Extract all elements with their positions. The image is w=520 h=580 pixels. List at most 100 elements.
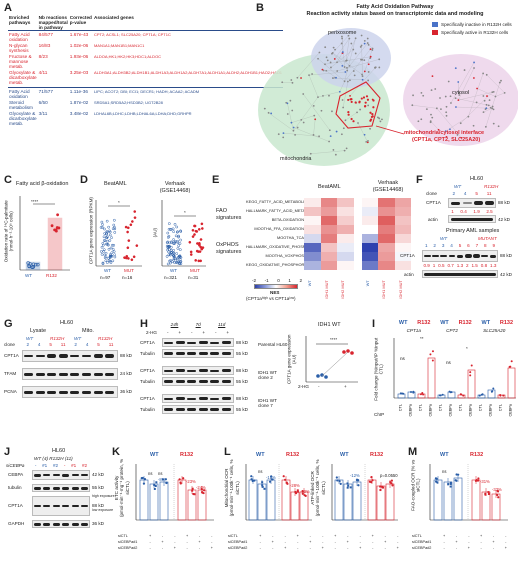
f-quant: 1 0.4 1.9 2.5: [448, 209, 496, 214]
expr-dot: [169, 259, 173, 262]
primary-quant-value: 0.5: [438, 263, 445, 268]
nes-tick: -2: [252, 278, 257, 283]
g-row-label: PCNA: [4, 389, 17, 394]
dot-r132: [56, 213, 60, 217]
heatmap-cell: [361, 198, 378, 207]
network-node: [281, 81, 284, 84]
panel-d-left-x-mut: MUT: [124, 268, 134, 273]
pathway-row: Steroid metabolism 6/50 1.87e-02 SRD5A1;SRD…: [8, 100, 283, 111]
expr-dot: [112, 243, 116, 247]
network-node: [371, 47, 374, 50]
l-title-r132-2: R132: [370, 452, 384, 458]
j-blot-strip: [32, 496, 90, 516]
panel-f-letter: F: [416, 174, 423, 186]
network-edge: [483, 108, 493, 113]
network-edge: [324, 56, 371, 65]
j-band: [71, 522, 79, 526]
j-band: [81, 504, 88, 508]
network-node: [317, 57, 319, 60]
heatmap-cell: [378, 225, 395, 234]
panel-m-letter: M: [408, 446, 418, 458]
network-node: [321, 68, 324, 71]
heatmap-cell: [361, 243, 378, 252]
condition-dot: [193, 493, 196, 496]
network-node: [429, 121, 432, 124]
heatmap-cell: [361, 207, 378, 216]
heatmap-cell: [320, 252, 337, 261]
i-x-label: CEBPa: [469, 403, 473, 416]
network-node: [458, 91, 460, 94]
network-edge: [332, 52, 345, 68]
g-group: WT: [26, 336, 34, 341]
k-title-r132: R132: [180, 452, 194, 458]
h-row-label: Tubulin: [140, 407, 155, 412]
network-edge: [334, 38, 350, 60]
network-node: [487, 104, 490, 107]
condition-dot: [349, 486, 352, 489]
interface-node: [350, 98, 353, 101]
j-band: [34, 522, 41, 526]
network-node: [318, 51, 321, 54]
g-group: WT: [74, 336, 82, 341]
expr-dot: [176, 247, 180, 250]
condition-sign: -: [455, 546, 458, 550]
condition-dot: [202, 489, 206, 492]
primary-quant-value: 0.9: [423, 263, 430, 268]
nes-tick: 2: [299, 278, 302, 283]
panel-d-plot: [95, 200, 206, 267]
network-edge: [283, 132, 320, 137]
condition-sign: -: [186, 546, 188, 550]
primary-band: [481, 254, 488, 258]
primary-mw-actin: 42 kD: [500, 272, 513, 277]
condition-dot: [285, 481, 288, 484]
network-node: [352, 48, 355, 51]
network-edge: [291, 115, 315, 123]
expr-dot: [135, 244, 139, 247]
network-edge: [436, 108, 462, 139]
l-title-r132-1: R132: [286, 452, 300, 458]
network-node: [492, 108, 495, 111]
condition-dot: [143, 478, 147, 481]
pathway-cell: 4/11: [38, 70, 48, 76]
primary-group-wt: WT: [440, 236, 448, 241]
primary-row-actin: actin: [404, 272, 414, 277]
nes-ticks: -2 -1 0 1 2: [252, 278, 302, 283]
network-node: [457, 99, 460, 102]
network-node: [318, 135, 320, 138]
h-plot: [305, 336, 358, 383]
condition-sign: +: [396, 546, 399, 550]
heatmap-cell: [378, 261, 395, 270]
expr-dot: [166, 262, 170, 266]
condition-row-label: siCTL: [228, 534, 238, 538]
j-band: [43, 486, 51, 490]
j-mw: 88 kD: [92, 503, 105, 508]
network-node: [473, 61, 475, 64]
i-dot: [412, 391, 415, 394]
expr-dot: [179, 260, 183, 263]
network-node: [328, 94, 330, 97]
expr-dot: [111, 227, 115, 231]
network-node: [312, 134, 315, 136]
g-band: [82, 354, 91, 358]
network-node: [311, 73, 314, 75]
expr-dot: [113, 231, 117, 234]
primary-id: 7: [475, 243, 479, 248]
j-sign: #2: [81, 463, 88, 468]
network-node: [345, 59, 347, 62]
j-band: [52, 522, 60, 526]
expr-dot: [166, 240, 170, 244]
expr-dot: [175, 225, 179, 229]
cytosol-region: [403, 54, 518, 146]
expr-dot: [102, 235, 106, 239]
panel-c-sig: ****: [31, 199, 39, 204]
pathway-cell: 3.25e-03: [69, 70, 89, 76]
network-node: [435, 107, 438, 110]
expr-dot: [102, 248, 106, 252]
heatmap-cell: [361, 234, 378, 243]
primary-id: 1: [424, 243, 428, 248]
expr-dot: [167, 250, 170, 254]
condition-row-label: siCEBPa#1: [118, 540, 138, 544]
condition-bar: [177, 479, 187, 521]
network-edge: [293, 97, 319, 131]
